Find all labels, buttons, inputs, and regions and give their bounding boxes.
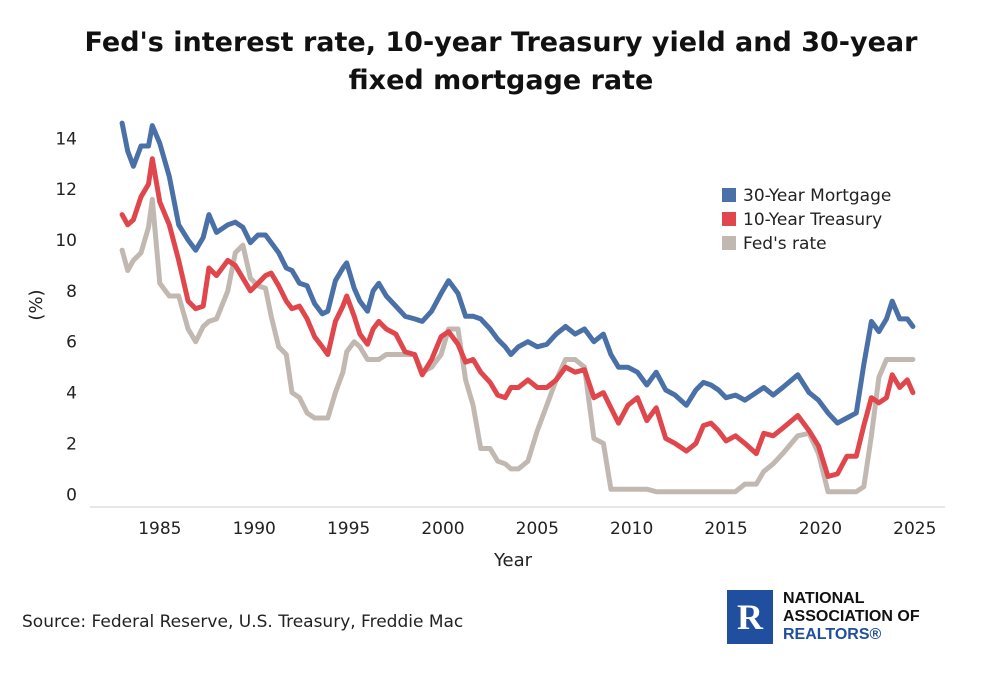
y-tick-label: 0	[66, 485, 77, 505]
nar-logo: R NATIONAL ASSOCIATION OF REALTORS®	[727, 590, 957, 644]
y-tick-label: 12	[55, 180, 77, 200]
realtor-r-logo-icon: R	[727, 590, 773, 644]
legend-swatch	[722, 188, 736, 202]
legend: 30-Year Mortgage 10-Year Treasury Fed's ra…	[722, 186, 891, 254]
legend-label: 10-Year Treasury	[743, 210, 882, 230]
y-axis-ticks: 0 2 4 6 8 10 12 14	[55, 129, 77, 505]
y-tick-label: 2	[66, 434, 77, 454]
y-tick-label: 8	[66, 282, 77, 302]
series-line-mortgage	[119, 120, 916, 426]
y-tick-label: 4	[66, 384, 77, 404]
x-axis-ticks: 1985 1990 1995 2000 2005 2010 2015 2020 2025	[138, 519, 936, 539]
legend-label: Fed's rate	[743, 234, 827, 254]
y-tick-label: 14	[55, 129, 77, 149]
series-lines	[119, 120, 916, 495]
series-line-fed-rate	[119, 196, 916, 495]
logo-line-1: NATIONAL	[783, 590, 865, 607]
x-tick-label: 2015	[704, 519, 747, 539]
x-tick-label: 2005	[516, 519, 559, 539]
legend-label: 30-Year Mortgage	[743, 186, 891, 206]
x-tick-label: 1995	[327, 519, 370, 539]
source-note: Source: Federal Reserve, U.S. Treasury, …	[22, 612, 464, 632]
chart-title: Fed's interest rate, 10-year Treasury yi…	[0, 24, 1002, 100]
x-tick-label: 2010	[610, 519, 653, 539]
logo-text: NATIONAL ASSOCIATION OF REALTORS®	[783, 590, 920, 644]
x-tick-label: 1985	[138, 519, 181, 539]
legend-swatch	[722, 236, 736, 250]
legend-swatch	[722, 212, 736, 226]
logo-line-3: REALTORS®	[783, 626, 882, 643]
y-tick-label: 10	[55, 231, 77, 251]
x-tick-label: 2020	[799, 519, 842, 539]
series-line-treasury	[119, 156, 916, 479]
x-tick-label: 2025	[893, 519, 936, 539]
x-axis-label: Year	[493, 550, 533, 571]
x-tick-label: 1990	[233, 519, 276, 539]
y-tick-label: 6	[66, 333, 77, 353]
title-line-1: Fed's interest rate, 10-year Treasury yi…	[84, 27, 918, 58]
y-axis-label: (%)	[26, 289, 47, 320]
title-line-2: fixed mortgage rate	[348, 65, 654, 96]
x-tick-label: 2000	[421, 519, 464, 539]
logo-line-2: ASSOCIATION OF	[783, 608, 920, 625]
